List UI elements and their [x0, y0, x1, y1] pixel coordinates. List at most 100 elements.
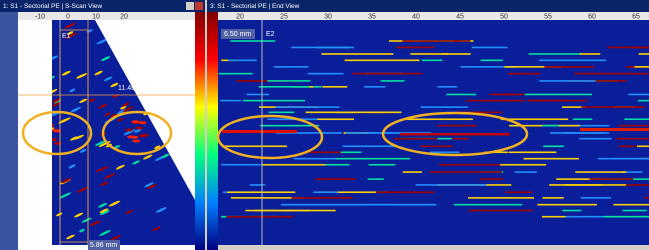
scan-tick-label: 50 — [500, 13, 508, 20]
echo — [291, 47, 354, 49]
echo — [274, 66, 309, 68]
echo — [472, 47, 508, 49]
echo — [403, 171, 422, 173]
echo — [269, 112, 295, 114]
echo — [267, 80, 310, 82]
left-title: 1: S1 - Sectorial PE | S-Scan View — [3, 3, 102, 10]
echo — [394, 138, 437, 140]
echo — [542, 125, 558, 127]
echo — [247, 94, 269, 96]
echo — [281, 204, 331, 206]
echo — [529, 53, 582, 55]
echo — [352, 73, 422, 75]
echo — [537, 204, 597, 206]
echo — [618, 125, 649, 127]
echo — [542, 216, 566, 218]
echo — [313, 191, 337, 193]
echo — [469, 210, 533, 212]
echo — [580, 128, 649, 131]
echo — [402, 40, 459, 42]
echo — [345, 60, 420, 62]
scan-tick-label: 55 — [544, 13, 552, 20]
echo — [549, 184, 602, 186]
echo — [638, 100, 649, 102]
echo — [437, 86, 457, 88]
scan-tick-label: 35 — [368, 13, 376, 20]
echo — [437, 125, 477, 127]
echo — [334, 112, 384, 114]
angle-tick-label: 10 — [92, 13, 100, 20]
echo — [308, 73, 344, 75]
echo — [403, 118, 473, 120]
echo — [562, 210, 581, 212]
echo — [500, 164, 546, 166]
scan-tick-label: 45 — [456, 13, 464, 20]
echo — [376, 191, 434, 193]
echo — [612, 158, 648, 160]
echo — [222, 130, 297, 133]
echo — [322, 86, 347, 88]
echo — [539, 60, 606, 62]
echo — [260, 125, 319, 127]
echo — [125, 128, 133, 131]
echo — [259, 86, 309, 88]
angle-tick-label: -10 — [35, 13, 45, 20]
echo — [262, 164, 329, 166]
echo — [325, 164, 349, 166]
echo — [294, 158, 338, 160]
echo — [230, 40, 275, 42]
echo — [509, 151, 557, 153]
scan-tick-label: 60 — [588, 13, 596, 20]
echo — [508, 73, 541, 75]
echo — [220, 100, 241, 102]
close-button[interactable] — [195, 2, 203, 10]
left-color-scale — [195, 12, 205, 250]
echo — [309, 151, 340, 153]
echo — [628, 94, 649, 96]
echo — [250, 184, 265, 186]
echo — [364, 86, 385, 88]
echo — [573, 118, 592, 120]
echo — [131, 120, 139, 123]
echo — [539, 80, 595, 82]
scan-tick-label: 20 — [236, 13, 244, 20]
screenshot: 1: S1 - Sectorial PE | S-Scan View E1 27… — [0, 0, 649, 250]
echo — [127, 135, 135, 138]
angle-tick-label: 20 — [120, 13, 128, 20]
echo — [616, 138, 649, 140]
echo — [225, 145, 287, 147]
echo — [219, 73, 253, 75]
scan-tick-label: 30 — [324, 13, 332, 20]
echo — [439, 164, 508, 166]
bottom-label: 5.86 mm — [90, 242, 117, 249]
echo — [468, 197, 534, 199]
right-cursor-label: E2 — [266, 31, 275, 38]
echo — [639, 53, 649, 55]
echo — [644, 197, 649, 199]
scan-tick-label: 65 — [632, 13, 640, 20]
echo — [544, 66, 594, 68]
status-strip — [218, 245, 649, 250]
echo — [574, 73, 648, 75]
echo — [441, 53, 470, 55]
echo — [132, 139, 140, 142]
restore-button[interactable] — [186, 2, 194, 10]
echo — [624, 118, 649, 120]
echo — [590, 178, 634, 180]
echo — [608, 47, 649, 49]
echo — [315, 178, 356, 180]
echo — [530, 100, 587, 102]
echo — [381, 80, 405, 82]
left-cursor-label: E1 — [62, 33, 71, 40]
echo — [139, 134, 147, 137]
echo — [479, 178, 502, 180]
echo — [228, 60, 257, 62]
echo — [579, 138, 612, 140]
scan-tick-label: 40 — [412, 13, 420, 20]
echo — [227, 191, 295, 193]
echo — [400, 133, 510, 136]
echo — [581, 197, 611, 199]
echo — [580, 53, 601, 55]
page: 1: S1 - Sectorial PE | S-Scan View E1 27… — [0, 0, 649, 250]
echo — [524, 158, 579, 160]
